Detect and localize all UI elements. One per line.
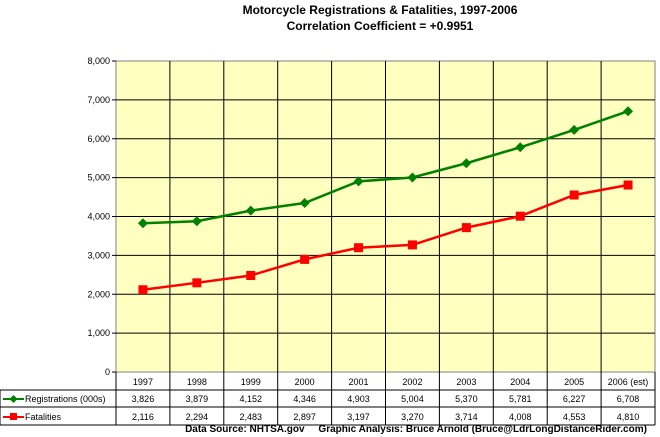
table-value: 3,197	[347, 412, 370, 422]
data-point-square	[138, 285, 148, 295]
table-value: 6,708	[617, 394, 640, 404]
x-category-label: 1998	[187, 377, 207, 387]
table-value: 4,008	[509, 412, 532, 422]
y-tick-label: 5,000	[87, 173, 110, 183]
y-tick-label: 8,000	[87, 56, 110, 66]
data-point-diamond	[461, 158, 472, 169]
x-category-label: 2000	[295, 377, 315, 387]
table-value: 4,553	[563, 412, 586, 422]
y-tick-label: 1,000	[87, 328, 110, 338]
chart-subtitle: Correlation Coefficient = +0.9951	[287, 19, 474, 33]
data-point-square	[515, 211, 525, 221]
y-tick-label: 4,000	[87, 212, 110, 222]
data-point-square	[354, 243, 364, 253]
series-line	[142, 110, 629, 225]
chart-footer: Data Source: NHTSA.gov Graphic Analysis:…	[185, 424, 647, 435]
table-value: 4,346	[293, 394, 316, 404]
chart-title: Motorcycle Registrations & Fatalities, 1…	[243, 3, 518, 17]
data-point-diamond	[569, 124, 580, 135]
x-category-label: 2003	[456, 377, 476, 387]
legend-label: Fatalities	[25, 412, 62, 422]
legend-diamond-marker	[9, 395, 18, 403]
y-tick-label: 7,000	[87, 95, 110, 105]
table-value: 4,810	[617, 412, 640, 422]
data-point-square	[569, 190, 579, 200]
data-point-diamond	[191, 216, 202, 227]
data-point-diamond	[137, 218, 148, 229]
x-category-label: 2002	[402, 377, 422, 387]
table-value: 5,004	[401, 394, 424, 404]
table-value: 2,116	[132, 412, 154, 422]
table-value: 6,227	[563, 394, 586, 404]
table-value: 2,294	[186, 412, 209, 422]
y-tick-label: 2,000	[87, 289, 110, 299]
table-value: 4,903	[347, 394, 370, 404]
data-point-diamond	[245, 205, 256, 216]
y-tick-label: 3,000	[87, 250, 110, 260]
data-point-diamond	[515, 142, 526, 153]
y-tick-label: 6,000	[87, 134, 110, 144]
x-category-label: 1999	[241, 377, 261, 387]
data-point-diamond	[623, 106, 634, 117]
table-value: 2,897	[293, 412, 316, 422]
table-value: 5,781	[509, 394, 532, 404]
data-point-square	[246, 270, 256, 280]
legend-label: Registrations (000s)	[25, 394, 106, 404]
x-category-label: 2006 (est)	[608, 377, 649, 387]
x-category-label: 2004	[510, 377, 530, 387]
table-value: 3,714	[455, 412, 478, 422]
table-value: 4,152	[239, 394, 262, 404]
table-value: 3,879	[186, 394, 209, 404]
x-category-label: 1997	[133, 377, 153, 387]
y-tick-label: 0	[105, 367, 110, 377]
data-point-square	[407, 240, 417, 250]
data-point-diamond	[299, 198, 310, 209]
x-category-label: 2001	[349, 377, 369, 387]
x-category-label: 2005	[564, 377, 584, 387]
legend-square-marker	[10, 413, 17, 420]
data-point-diamond	[353, 176, 364, 187]
table-value: 3,270	[401, 412, 424, 422]
table-value: 3,826	[132, 394, 155, 404]
data-point-square	[461, 223, 471, 233]
data-point-square	[192, 278, 202, 288]
table-value: 2,483	[239, 412, 262, 422]
data-point-square	[300, 254, 310, 264]
table-value: 5,370	[455, 394, 478, 404]
series-line	[142, 183, 629, 291]
data-point-square	[623, 180, 633, 190]
data-point-diamond	[407, 172, 418, 183]
